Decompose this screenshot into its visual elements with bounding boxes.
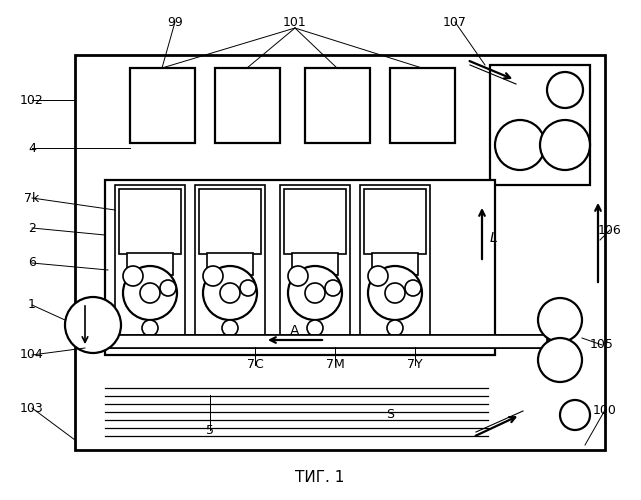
Text: 101: 101	[283, 16, 307, 28]
Text: 7M: 7M	[326, 358, 344, 372]
Bar	[75, 55, 605, 450]
Circle shape	[538, 298, 582, 342]
Circle shape	[538, 338, 582, 382]
Text: 4: 4	[28, 142, 36, 154]
Circle shape	[560, 400, 590, 430]
Bar	[364, 189, 426, 254]
Circle shape	[65, 297, 121, 353]
Circle shape	[240, 280, 256, 296]
Text: ΤИГ. 1: ΤИГ. 1	[296, 470, 345, 484]
Bar	[284, 189, 346, 254]
Circle shape	[307, 320, 323, 336]
Text: 103: 103	[20, 402, 44, 414]
Text: 6: 6	[28, 256, 36, 270]
Text: 7k: 7k	[24, 192, 40, 204]
Circle shape	[160, 280, 176, 296]
Bar	[305, 68, 370, 143]
Bar	[360, 185, 430, 345]
Circle shape	[123, 266, 177, 320]
Bar	[490, 65, 590, 185]
Circle shape	[368, 266, 388, 286]
Circle shape	[305, 283, 325, 303]
Bar	[195, 185, 265, 345]
Text: A: A	[290, 324, 300, 338]
Text: 106: 106	[598, 224, 622, 236]
Circle shape	[288, 266, 342, 320]
Text: 7Y: 7Y	[407, 358, 423, 372]
Bar	[390, 68, 455, 143]
Text: 5: 5	[206, 424, 214, 436]
Bar	[199, 189, 261, 254]
Text: 102: 102	[20, 94, 44, 106]
Circle shape	[325, 280, 341, 296]
Circle shape	[547, 72, 583, 108]
Text: 104: 104	[20, 348, 44, 362]
Circle shape	[288, 266, 308, 286]
Circle shape	[368, 266, 422, 320]
Text: 105: 105	[590, 338, 614, 351]
Circle shape	[142, 320, 158, 336]
Circle shape	[540, 120, 590, 170]
Bar	[85, 335, 547, 348]
Circle shape	[387, 320, 403, 336]
Bar	[115, 185, 185, 345]
Circle shape	[495, 120, 545, 170]
Circle shape	[405, 280, 421, 296]
Text: 99: 99	[167, 16, 183, 28]
Circle shape	[220, 283, 240, 303]
Bar	[85, 335, 547, 348]
Text: 2: 2	[28, 222, 36, 234]
Text: 1: 1	[28, 298, 36, 312]
Circle shape	[140, 283, 160, 303]
Text: S: S	[386, 408, 394, 422]
Text: 100: 100	[593, 404, 617, 416]
Bar	[127, 253, 173, 275]
Bar	[207, 253, 253, 275]
Bar	[372, 253, 418, 275]
Bar	[130, 68, 195, 143]
Bar	[215, 68, 280, 143]
Circle shape	[222, 320, 238, 336]
Bar	[280, 185, 350, 345]
Circle shape	[123, 266, 143, 286]
Bar	[292, 253, 338, 275]
Circle shape	[203, 266, 223, 286]
Circle shape	[203, 266, 257, 320]
Text: 107: 107	[443, 16, 467, 28]
Circle shape	[385, 283, 405, 303]
Bar	[119, 189, 181, 254]
Text: L: L	[490, 231, 498, 245]
Text: 7C: 7C	[247, 358, 263, 372]
Bar	[105, 180, 495, 355]
